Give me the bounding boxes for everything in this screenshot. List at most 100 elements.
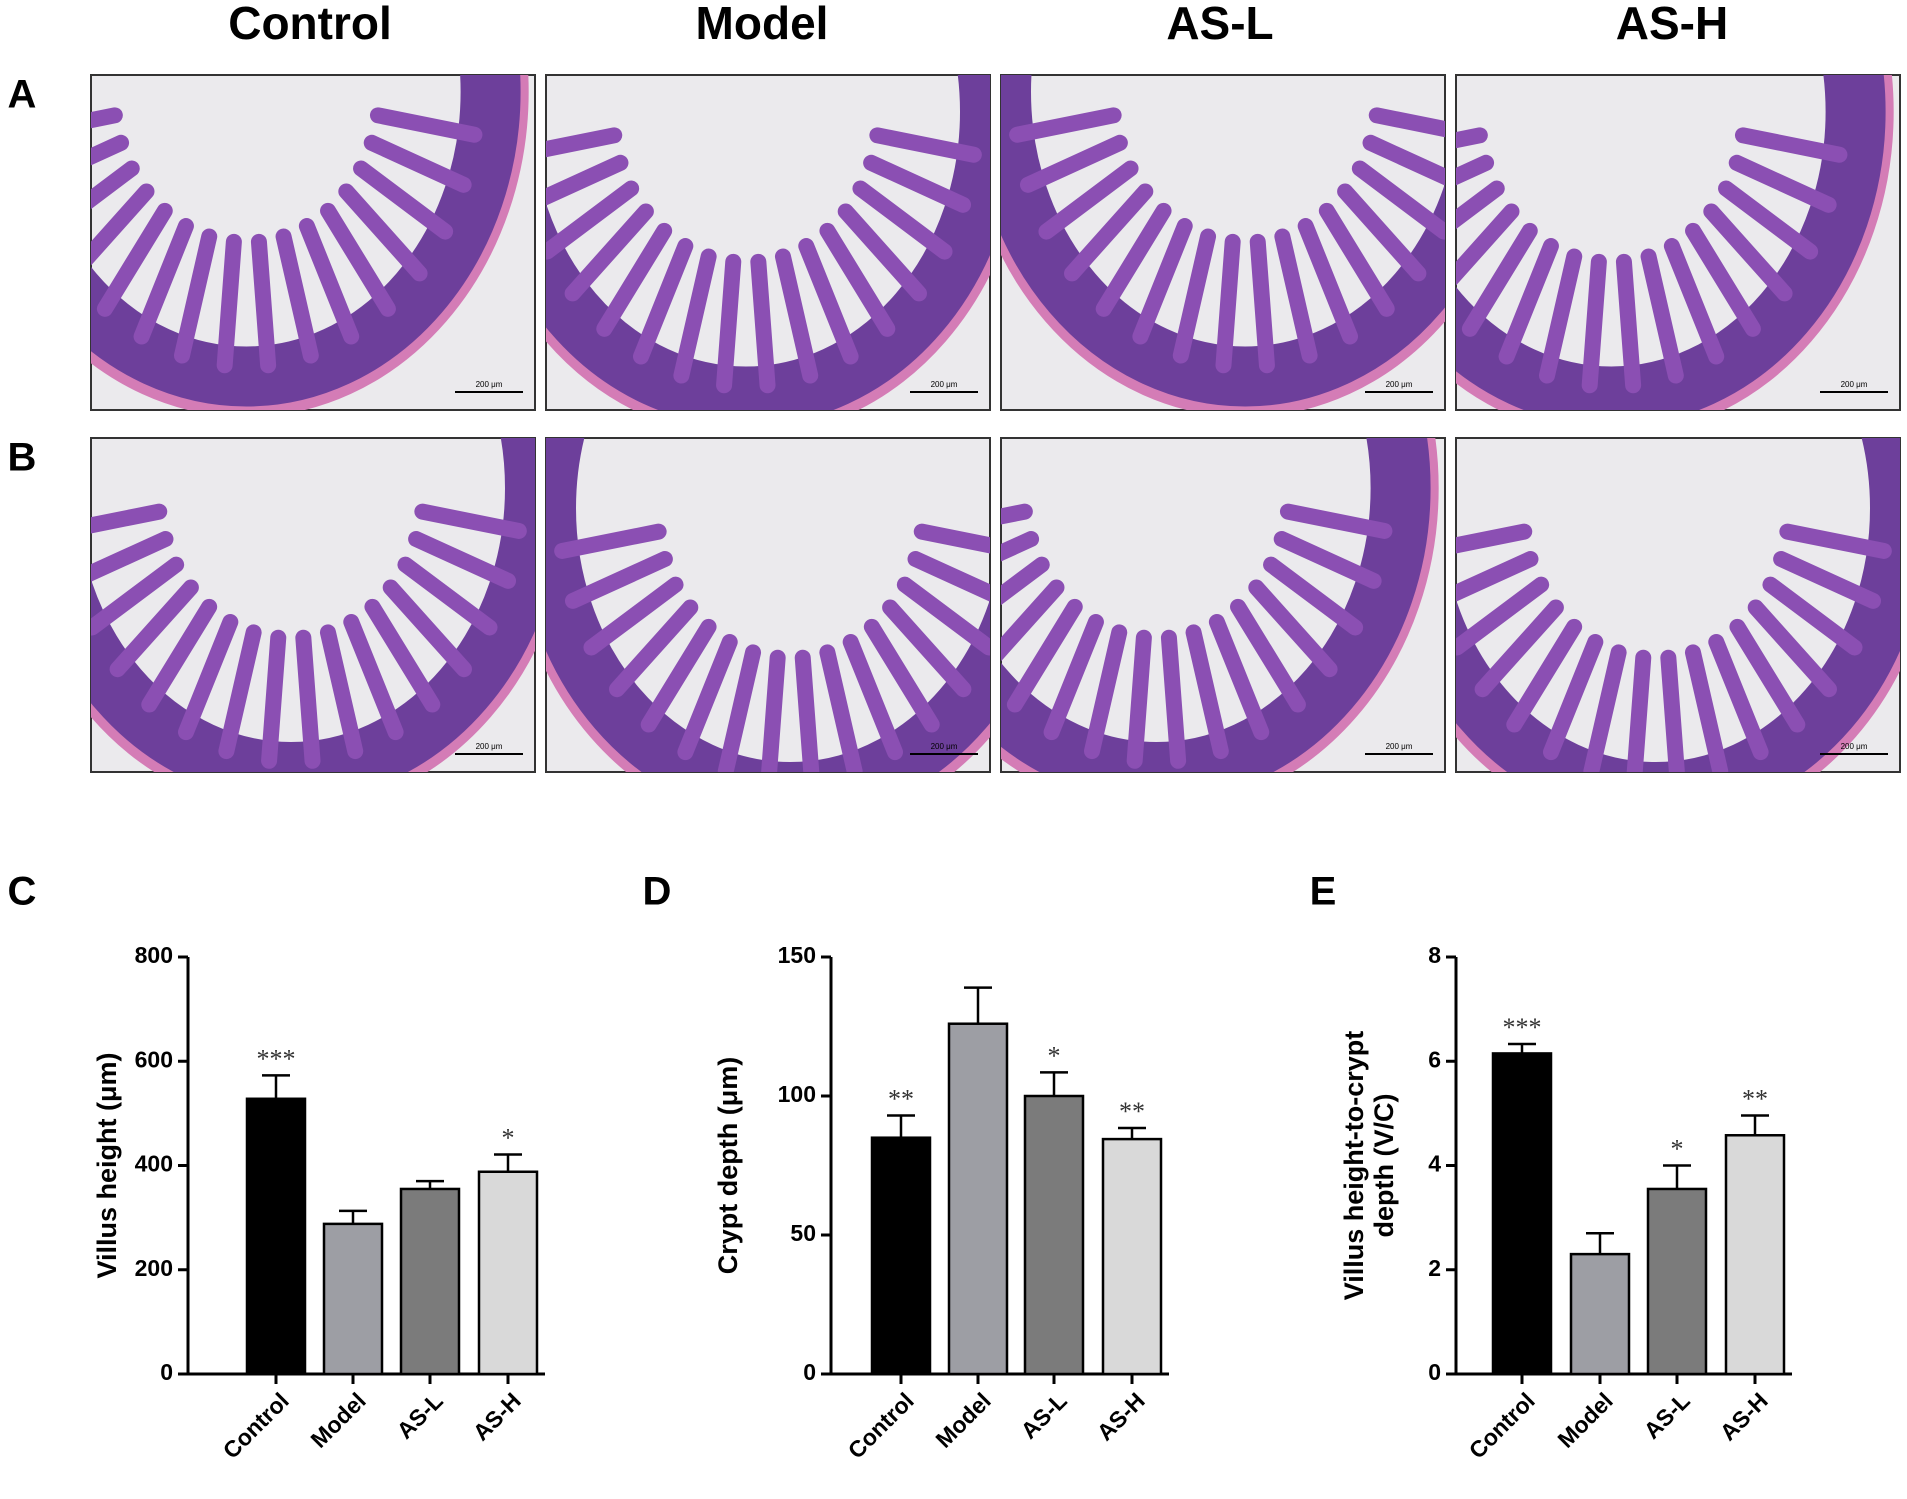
villus xyxy=(1456,576,1550,656)
villus xyxy=(1660,649,1685,772)
villus xyxy=(863,618,940,733)
column-header: Model xyxy=(696,0,829,49)
villus xyxy=(596,222,673,337)
villus xyxy=(1001,503,1033,525)
villus xyxy=(319,624,364,760)
scale-bar-label: 200 μm xyxy=(931,380,958,389)
x-tick-label: AS-H xyxy=(1092,1387,1150,1445)
villus xyxy=(1626,649,1652,772)
column-header: AS-H xyxy=(1616,0,1728,49)
villus xyxy=(1263,556,1364,636)
x-tick-label: Model xyxy=(305,1387,370,1452)
villus xyxy=(369,107,483,143)
villus xyxy=(716,253,742,394)
bar xyxy=(1491,1052,1553,1376)
villus xyxy=(1456,203,1520,286)
villus xyxy=(1747,599,1837,698)
villus xyxy=(673,248,717,384)
significance-label: *** xyxy=(1503,1013,1542,1042)
tissue-wall xyxy=(1001,438,1439,772)
villus xyxy=(1729,618,1806,733)
villus xyxy=(91,556,185,636)
significance-label: ** xyxy=(888,1084,914,1113)
villus xyxy=(852,180,953,260)
significance-label: *** xyxy=(257,1044,296,1073)
y-tick-label: 0 xyxy=(160,1359,173,1385)
villus xyxy=(96,202,173,317)
row-label: B xyxy=(8,436,37,480)
column-header: Control xyxy=(228,0,392,49)
villus xyxy=(1160,629,1187,769)
villus xyxy=(717,644,762,772)
bar xyxy=(1101,1137,1163,1376)
column-header: AS-L xyxy=(1166,0,1273,49)
villus xyxy=(1318,202,1395,317)
villus xyxy=(794,649,820,772)
villus xyxy=(1230,598,1306,713)
y-tick-label: 800 xyxy=(135,942,173,968)
villus xyxy=(798,238,859,365)
villus xyxy=(173,228,218,364)
row-label: A xyxy=(8,73,37,117)
tissue-mucosa xyxy=(546,75,990,410)
villus xyxy=(546,127,623,158)
villus xyxy=(1001,556,1050,606)
villus xyxy=(177,614,239,741)
villus xyxy=(1762,576,1863,656)
bar xyxy=(322,1222,384,1376)
villus xyxy=(632,238,694,365)
villus xyxy=(1779,523,1892,559)
villus xyxy=(1249,233,1275,374)
villus xyxy=(1734,127,1848,163)
villus xyxy=(1185,624,1229,760)
villus xyxy=(1538,248,1583,384)
villus xyxy=(218,624,262,760)
significance-label: * xyxy=(502,1124,515,1153)
tissue-mucosa xyxy=(91,75,521,407)
y-tick-label: 150 xyxy=(778,942,816,968)
villus xyxy=(1498,238,1559,365)
x-tick-label: AS-H xyxy=(468,1387,526,1445)
x-tick-label: Control xyxy=(1464,1387,1540,1463)
y-axis-label: Villus height-to-crypt xyxy=(1339,1031,1369,1301)
villus xyxy=(750,253,776,394)
bar xyxy=(1569,1252,1631,1376)
y-tick-label: 4 xyxy=(1428,1151,1441,1177)
panel-label: E xyxy=(1310,870,1337,914)
tissue xyxy=(1001,75,1445,410)
villus xyxy=(261,629,287,769)
villus xyxy=(1208,614,1270,741)
villus xyxy=(1009,107,1122,143)
scale-bar-label: 200 μm xyxy=(1386,380,1413,389)
villus xyxy=(91,160,140,210)
villus xyxy=(91,183,155,266)
villus xyxy=(882,599,972,698)
panel-label: C xyxy=(8,870,37,914)
villus xyxy=(761,649,786,772)
y-tick-label: 0 xyxy=(803,1359,816,1385)
villus xyxy=(1456,127,1488,149)
villus xyxy=(363,134,472,193)
tissue xyxy=(91,438,535,772)
villus xyxy=(133,218,194,345)
scale-bar-label: 200 μm xyxy=(1386,742,1413,751)
bar xyxy=(399,1187,461,1376)
y-tick-label: 2 xyxy=(1428,1255,1441,1281)
y-tick-label: 8 xyxy=(1428,942,1441,968)
tissue xyxy=(91,75,529,410)
villus xyxy=(1718,180,1819,260)
significance-label: * xyxy=(1671,1134,1684,1163)
villus xyxy=(1297,218,1359,345)
y-tick-label: 400 xyxy=(135,1151,173,1177)
villus xyxy=(1461,222,1538,337)
villus xyxy=(1248,579,1338,678)
villus xyxy=(343,614,404,741)
villus xyxy=(1362,134,1445,186)
villus xyxy=(819,222,896,337)
villus xyxy=(216,233,242,374)
villus xyxy=(819,644,863,772)
bar xyxy=(1724,1134,1786,1376)
villus xyxy=(1703,203,1793,302)
villus xyxy=(1274,228,1318,364)
villus xyxy=(774,248,819,384)
